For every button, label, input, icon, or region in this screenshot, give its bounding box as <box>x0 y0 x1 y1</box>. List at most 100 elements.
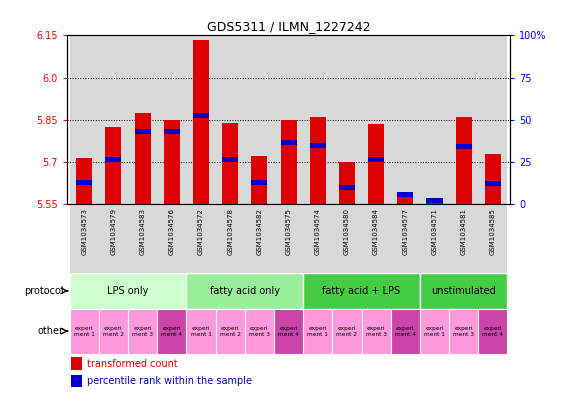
Bar <box>426 200 443 204</box>
Bar <box>274 204 303 273</box>
Bar <box>251 156 267 204</box>
Bar <box>339 185 355 190</box>
Bar <box>391 35 420 204</box>
Bar <box>361 204 391 273</box>
Bar <box>216 35 245 204</box>
Text: experi
ment 2: experi ment 2 <box>220 326 241 336</box>
Bar <box>186 35 216 204</box>
Bar <box>70 35 99 204</box>
Text: fatty acid + LPS: fatty acid + LPS <box>322 286 401 296</box>
Bar <box>251 180 267 185</box>
Bar <box>164 120 180 204</box>
Text: GSM1034576: GSM1034576 <box>169 208 175 255</box>
Bar <box>128 309 157 354</box>
Bar <box>245 309 274 354</box>
Bar <box>76 158 92 204</box>
Bar <box>281 140 296 145</box>
Bar <box>310 117 326 204</box>
Text: experi
ment 3: experi ment 3 <box>249 326 270 336</box>
Bar <box>420 309 449 354</box>
Text: experi
ment 2: experi ment 2 <box>103 326 124 336</box>
Bar <box>128 35 157 204</box>
Bar <box>478 204 508 273</box>
Bar <box>135 129 151 134</box>
Bar <box>456 117 472 204</box>
Text: transformed count: transformed count <box>86 358 177 369</box>
Bar <box>70 309 99 354</box>
Text: GSM1034574: GSM1034574 <box>315 208 321 255</box>
Bar <box>186 204 216 273</box>
Text: experi
ment 4: experi ment 4 <box>395 326 416 336</box>
Bar <box>186 273 303 309</box>
Text: experi
ment 3: experi ment 3 <box>453 326 474 336</box>
Bar <box>99 309 128 354</box>
Text: GSM1034573: GSM1034573 <box>81 208 87 255</box>
Bar <box>339 162 355 204</box>
Bar <box>274 35 303 204</box>
Text: other: other <box>38 326 64 336</box>
Text: GSM1034582: GSM1034582 <box>256 208 262 255</box>
Bar <box>310 143 326 148</box>
Text: experi
ment 1: experi ment 1 <box>191 326 212 336</box>
Bar <box>420 204 449 273</box>
Text: GSM1034581: GSM1034581 <box>461 208 467 255</box>
Bar <box>485 154 501 204</box>
Text: experi
ment 3: experi ment 3 <box>132 326 153 336</box>
Bar <box>106 157 121 162</box>
Bar <box>193 40 209 204</box>
Title: GDS5311 / ILMN_1227242: GDS5311 / ILMN_1227242 <box>207 20 370 33</box>
Text: experi
ment 2: experi ment 2 <box>336 326 357 336</box>
Bar <box>222 123 238 204</box>
Text: fatty acid only: fatty acid only <box>210 286 280 296</box>
Bar <box>157 204 186 273</box>
Text: GSM1034583: GSM1034583 <box>140 208 146 255</box>
Bar <box>99 35 128 204</box>
Bar <box>449 309 478 354</box>
Text: percentile rank within the sample: percentile rank within the sample <box>86 376 252 386</box>
Bar <box>216 204 245 273</box>
Bar <box>303 273 420 309</box>
Bar <box>456 144 472 149</box>
Text: LPS only: LPS only <box>107 286 148 296</box>
Bar <box>332 309 361 354</box>
Text: GSM1034572: GSM1034572 <box>198 208 204 255</box>
Text: protocol: protocol <box>24 286 64 296</box>
Bar <box>281 120 296 204</box>
Bar <box>70 204 99 273</box>
Text: GSM1034584: GSM1034584 <box>373 208 379 255</box>
Bar <box>157 35 186 204</box>
Bar <box>128 204 157 273</box>
Bar <box>303 204 332 273</box>
Bar <box>186 309 216 354</box>
Bar <box>368 157 384 162</box>
Bar <box>157 309 186 354</box>
Bar <box>135 113 151 204</box>
Bar <box>426 198 443 203</box>
Bar <box>332 204 361 273</box>
Text: GSM1034575: GSM1034575 <box>285 208 292 255</box>
Bar <box>274 309 303 354</box>
Bar <box>391 204 420 273</box>
Bar <box>420 35 449 204</box>
Bar <box>106 127 121 204</box>
Bar <box>397 192 414 197</box>
Bar <box>193 114 209 118</box>
Bar <box>478 35 508 204</box>
Bar <box>70 273 186 309</box>
Bar <box>216 309 245 354</box>
Bar <box>478 309 508 354</box>
Bar <box>449 204 478 273</box>
Text: experi
ment 4: experi ment 4 <box>161 326 182 336</box>
Text: experi
ment 4: experi ment 4 <box>483 326 503 336</box>
Bar <box>391 309 420 354</box>
Text: experi
ment 1: experi ment 1 <box>74 326 95 336</box>
Text: experi
ment 4: experi ment 4 <box>278 326 299 336</box>
Bar <box>71 357 82 369</box>
Text: experi
ment 1: experi ment 1 <box>307 326 328 336</box>
Bar <box>245 204 274 273</box>
Bar <box>245 35 274 204</box>
Text: unstimulated: unstimulated <box>432 286 496 296</box>
Bar <box>303 35 332 204</box>
Bar <box>332 35 361 204</box>
Bar <box>397 197 414 204</box>
